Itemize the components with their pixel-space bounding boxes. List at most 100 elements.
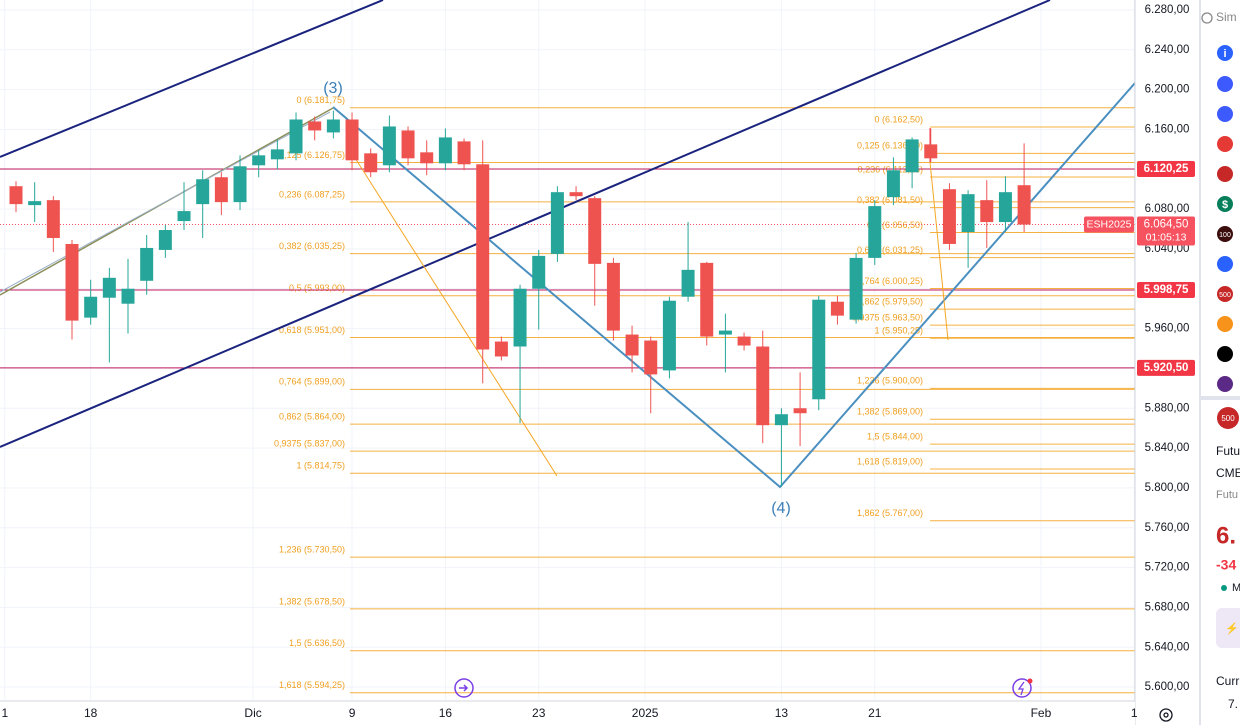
x-tick-label: 18 <box>84 706 98 720</box>
candle-body <box>1017 185 1031 225</box>
fib-label: 1,5 (5.844,00) <box>867 431 923 441</box>
candle-body <box>214 177 228 203</box>
symbol-icon[interactable] <box>1217 376 1233 392</box>
detail-icon-text: 500 <box>1221 414 1235 423</box>
event-icon[interactable] <box>454 678 474 698</box>
sidebar <box>1200 0 1240 725</box>
y-tick-label: 6.280,00 <box>1145 4 1190 16</box>
symbol-label-bg <box>1084 216 1134 233</box>
candle-body <box>158 230 172 250</box>
candle-body <box>793 408 807 414</box>
candle-body <box>84 296 98 318</box>
x-tick-label: 13 <box>775 706 789 720</box>
y-tick-label: 6.160,00 <box>1145 123 1190 135</box>
last-price-bg <box>1137 216 1195 246</box>
event-icon-glyph <box>459 684 469 692</box>
y-tick-label: 5.640,00 <box>1145 641 1190 653</box>
candle-body <box>401 130 415 159</box>
fib-label: 1,382 (5.869,00) <box>857 407 923 417</box>
symbol-icon-text: 100 <box>1219 232 1231 239</box>
event-dot <box>1027 678 1033 684</box>
candle-body <box>625 334 639 356</box>
flag-icon[interactable] <box>1217 136 1233 152</box>
channel-line <box>0 0 1051 448</box>
dollar-icon[interactable] <box>1217 196 1233 212</box>
fib-trend-line <box>349 149 558 477</box>
candle-body <box>196 179 210 205</box>
candle-body <box>382 126 396 166</box>
candle-body <box>420 152 434 164</box>
detail-value: 7. <box>1228 697 1238 711</box>
candle-body <box>364 153 378 173</box>
fib-label: 0 (6.162,50) <box>874 114 923 124</box>
symbol-icon[interactable] <box>1217 346 1233 362</box>
candle-body <box>532 255 546 289</box>
y-tick-label: 6.200,00 <box>1145 84 1190 96</box>
candle-body <box>102 277 116 298</box>
candle-body <box>644 340 658 375</box>
event-icon[interactable] <box>1012 678 1032 698</box>
symbol-icon[interactable] <box>1217 256 1233 272</box>
candle-body <box>438 137 452 164</box>
symbol-icon[interactable] <box>1217 226 1233 242</box>
settings-icon[interactable] <box>1159 708 1173 722</box>
events-button[interactable] <box>1216 608 1240 648</box>
fib-label: 0,862 (5.979,50) <box>857 297 923 307</box>
candle-body <box>252 155 266 166</box>
wave-label: (4) <box>771 500 791 517</box>
channel-line <box>0 0 384 158</box>
symbol-icon[interactable] <box>1217 316 1233 332</box>
candle-body <box>28 201 42 206</box>
info-icon-glyph: i <box>1223 48 1226 60</box>
candle-body <box>9 186 23 205</box>
price-label-bg <box>1137 161 1195 178</box>
candle-body <box>849 257 863 320</box>
fib-label: 0,5 (5.993,00) <box>289 283 345 293</box>
candle-body <box>46 200 60 238</box>
info-icon[interactable] <box>1217 45 1233 61</box>
fib-label: 1,618 (5.594,25) <box>279 680 345 690</box>
symbol-icon-text: 500 <box>1219 292 1231 299</box>
fib-label: 1 (5.950,25) <box>874 326 923 336</box>
y-tick-label: 5.760,00 <box>1145 522 1190 534</box>
fib-label: 1,236 (5.900,00) <box>857 376 923 386</box>
candle-body <box>868 206 882 258</box>
symbol-icon[interactable] <box>1217 286 1233 302</box>
flag-icon[interactable] <box>1217 166 1233 182</box>
flag-icon[interactable] <box>1217 76 1233 92</box>
y-tick-label: 5.840,00 <box>1145 442 1190 454</box>
fib-label: 0,382 (6.081,50) <box>857 195 923 205</box>
candle-body <box>830 301 844 316</box>
last-price-label: 6.064,50 <box>1144 219 1189 231</box>
fib-levels: 0 (6.181,75) 0,125 (6.126,75) 0,236 (6.087… <box>0 95 1135 694</box>
fib-label: 0,862 (5.864,00) <box>279 412 345 422</box>
candle-body <box>718 330 732 335</box>
y-tick-label: 6.040,00 <box>1145 243 1190 255</box>
detail-sub: Futu <box>1216 489 1238 501</box>
flag-icon[interactable] <box>1217 106 1233 122</box>
y-tick-label: 6.240,00 <box>1145 44 1190 56</box>
x-tick-label: 21 <box>868 706 882 720</box>
detail-icon <box>1217 407 1239 429</box>
y-tick-label: 5.960,00 <box>1145 323 1190 335</box>
drawings <box>0 0 1136 489</box>
price-label: 5.998,75 <box>1144 284 1189 296</box>
market-status: M <box>1232 582 1240 594</box>
symbol-label: ESH2025 <box>1087 218 1132 230</box>
candle-body <box>886 170 900 198</box>
detail-exchange: CME <box>1216 466 1240 480</box>
x-tick-label: Feb <box>1031 706 1052 720</box>
y-tick-label: 5.800,00 <box>1145 482 1190 494</box>
search-input[interactable]: Sim <box>1216 10 1237 24</box>
price-label-bg <box>1137 359 1195 376</box>
fib-label: 1,618 (5.819,00) <box>857 456 923 466</box>
candle-body <box>662 300 676 371</box>
fib-label: 0,236 (6.087,25) <box>279 189 345 199</box>
candle-body <box>326 119 340 133</box>
candle-body <box>233 166 247 203</box>
candle-body <box>476 164 490 350</box>
x-tick-label: 16 <box>439 706 453 720</box>
x-tick-label: 23 <box>532 706 546 720</box>
candle-body <box>513 288 527 347</box>
